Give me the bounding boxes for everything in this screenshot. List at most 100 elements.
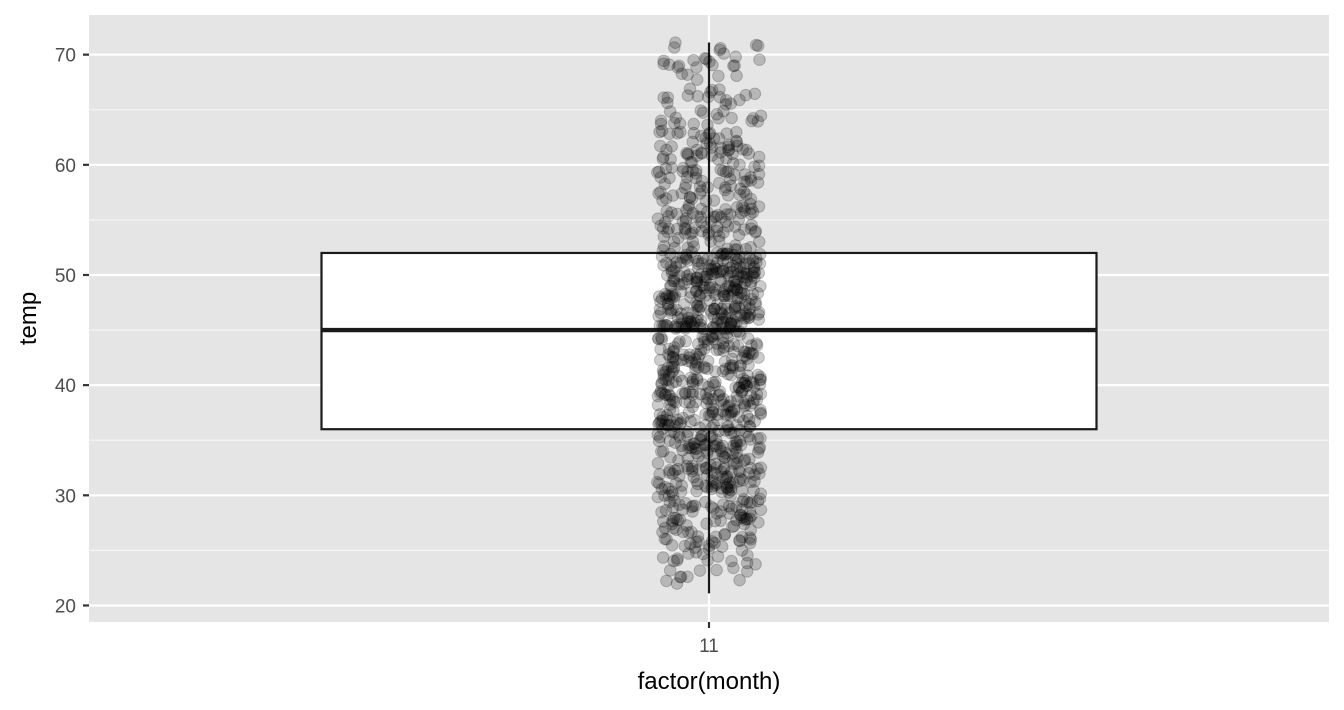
jitter-point	[712, 69, 725, 83]
jitter-point	[695, 216, 708, 229]
y-tick-label: 40	[55, 376, 76, 397]
jitter-point	[694, 318, 707, 332]
jitter-point	[721, 220, 735, 233]
jitter-point	[703, 126, 717, 140]
jitter-point	[663, 389, 677, 403]
jitter-point	[729, 278, 743, 292]
jitter-point	[708, 536, 721, 550]
jitter-point	[726, 259, 740, 273]
jitter-point	[683, 191, 697, 204]
jitter-point	[658, 388, 672, 402]
jitter-point	[705, 267, 718, 281]
jitter-point	[686, 377, 700, 391]
jitter-point	[744, 275, 758, 289]
jitter-point	[729, 252, 743, 266]
jitter-point	[738, 223, 751, 236]
jitter-point	[718, 451, 731, 465]
jitter-point	[678, 539, 692, 553]
jitter-point	[699, 289, 713, 302]
jitter-point	[656, 152, 670, 166]
jitter-point	[690, 372, 704, 385]
jitter-point	[651, 212, 665, 225]
jitter-point	[667, 235, 681, 248]
jitter-point	[699, 387, 713, 401]
jitter-point	[719, 215, 733, 229]
jitter-point	[677, 320, 691, 333]
jitter-point	[713, 90, 727, 104]
jitter-point	[663, 434, 677, 447]
jitter-point	[675, 374, 689, 388]
jitter-point	[689, 546, 703, 559]
jitter-point	[749, 295, 762, 309]
jitter-point	[743, 302, 757, 316]
jitter-point	[700, 437, 713, 451]
jitter-point	[730, 135, 743, 148]
jitter-point	[653, 125, 666, 139]
jitter-point	[668, 274, 681, 288]
jitter-point	[714, 42, 727, 55]
jitter-point	[730, 201, 744, 214]
jitter-point	[705, 430, 719, 443]
jitter-point	[752, 313, 766, 326]
jitter-point	[738, 376, 751, 390]
jitter-point	[749, 38, 763, 52]
jitter-point	[714, 505, 728, 518]
jitter-point	[651, 490, 665, 504]
jitter-point	[691, 530, 705, 543]
jitter-point	[657, 515, 670, 528]
jitter-point	[754, 370, 767, 384]
jitter-point	[674, 285, 688, 298]
jitter-point	[686, 235, 700, 248]
jitter-point	[660, 143, 673, 157]
jitter-point	[754, 373, 767, 386]
jitter-point	[671, 462, 685, 476]
jitter-point	[727, 59, 740, 73]
jitter-point	[733, 423, 747, 437]
jitter-point	[667, 404, 680, 418]
jitter-point	[683, 396, 696, 409]
jitter-point	[698, 332, 711, 346]
jitter-point	[706, 332, 720, 346]
jitter-point	[736, 351, 749, 365]
jitter-point	[702, 409, 716, 422]
jitter-point	[722, 306, 736, 320]
jitter-point	[693, 347, 707, 361]
jitter-point	[691, 254, 705, 268]
jitter-point	[730, 438, 743, 451]
jitter-point	[682, 547, 695, 560]
jitter-point	[745, 218, 758, 232]
jitter-point	[663, 292, 677, 305]
jitter-point	[702, 380, 715, 394]
jitter-point	[754, 280, 767, 293]
jitter-point	[733, 93, 746, 107]
jitter-point	[723, 320, 737, 334]
jitter-point	[730, 389, 744, 403]
jitter-point	[725, 502, 739, 516]
jitter-point	[729, 310, 743, 323]
jitter-point	[673, 498, 686, 512]
jitter-point	[681, 165, 694, 179]
jitter-point	[691, 300, 704, 313]
jitter-point	[739, 374, 753, 388]
jitter-point	[715, 302, 728, 316]
jitter-point	[735, 200, 749, 213]
jitter-point	[667, 360, 681, 374]
jitter-point	[706, 480, 719, 493]
jitter-point	[733, 573, 746, 587]
jitter-point	[730, 513, 743, 527]
jitter-point	[665, 161, 679, 174]
jitter-point	[716, 364, 730, 378]
jitter-point	[672, 454, 685, 467]
jitter-point	[720, 247, 734, 260]
jitter-point	[686, 388, 699, 402]
jitter-point	[686, 441, 700, 454]
jitter-point	[723, 261, 736, 275]
jitter-point	[681, 570, 694, 584]
jitter-point	[685, 459, 699, 473]
jitter-point	[699, 479, 712, 493]
jitter-point	[703, 539, 716, 553]
jitter-point	[714, 465, 728, 479]
jitter-point	[710, 507, 724, 520]
jitter-point	[721, 279, 735, 292]
jitter-point	[747, 380, 761, 394]
